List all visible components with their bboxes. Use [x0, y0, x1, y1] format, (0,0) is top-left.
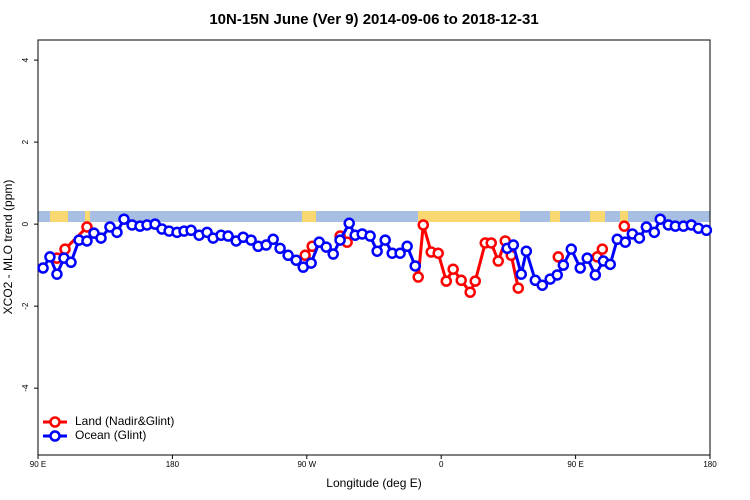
- point: [118, 213, 130, 225]
- point: [51, 268, 63, 280]
- y-axis-label: XCO2 - MLO trend (ppm): [1, 180, 15, 315]
- point: [409, 260, 421, 272]
- point: [432, 247, 444, 259]
- point: [589, 269, 602, 281]
- point: [552, 251, 565, 263]
- point: [581, 252, 593, 264]
- point: [440, 275, 453, 287]
- point: [334, 234, 346, 246]
- point: [619, 236, 632, 248]
- point: [412, 271, 424, 283]
- chart-title: 10N-15N June (Ver 9) 2014-09-06 to 2018-…: [209, 11, 538, 28]
- point: [507, 239, 520, 251]
- x-tick-label: 180: [166, 460, 180, 469]
- ocean-band: [38, 211, 710, 222]
- x-tick-label: 90 E: [30, 460, 46, 469]
- point: [447, 263, 459, 275]
- land-patch: [620, 211, 628, 222]
- y-tick-label: 4: [21, 57, 30, 62]
- point: [245, 234, 257, 246]
- land-patch: [85, 211, 90, 222]
- land-patch: [550, 211, 560, 222]
- point: [299, 249, 311, 262]
- point: [700, 224, 713, 237]
- point: [44, 251, 56, 263]
- plot-frame: [37, 39, 711, 456]
- point: [520, 245, 533, 257]
- point: [633, 232, 646, 244]
- point: [222, 230, 234, 242]
- point: [464, 286, 476, 298]
- point: [81, 221, 93, 233]
- y-tick-label: 2: [21, 139, 30, 144]
- point: [604, 258, 616, 271]
- land-patch: [50, 211, 68, 222]
- point: [371, 245, 383, 257]
- point: [379, 234, 391, 246]
- point: [492, 255, 504, 267]
- point: [536, 279, 549, 291]
- point: [274, 242, 286, 255]
- y-tick-label: -2: [21, 302, 30, 310]
- point: [574, 262, 586, 274]
- legend-label: Land (Nadir&Glint): [75, 414, 174, 428]
- point: [648, 226, 661, 239]
- point: [512, 282, 525, 294]
- x-tick-label: 0: [439, 460, 444, 469]
- point: [37, 262, 49, 274]
- land-patch: [590, 211, 605, 222]
- point: [557, 259, 570, 271]
- point: [111, 226, 123, 239]
- point: [417, 219, 430, 231]
- point: [282, 249, 294, 262]
- point: [305, 257, 317, 269]
- land-band: [38, 211, 710, 222]
- point: [185, 224, 197, 237]
- legend-label: Ocean (Glint): [75, 428, 146, 442]
- point: [394, 247, 406, 259]
- point: [596, 243, 609, 255]
- point: [343, 217, 355, 230]
- point: [565, 243, 578, 255]
- point: [267, 233, 279, 246]
- point: [551, 269, 563, 281]
- legend-marker: [49, 416, 61, 428]
- point: [654, 213, 667, 225]
- point: [364, 230, 376, 242]
- land-patch: [418, 211, 520, 222]
- x-tick-label: 90 W: [297, 460, 316, 469]
- point: [81, 235, 93, 247]
- x-axis-label: Longitude (deg E): [326, 476, 421, 490]
- y-tick-label: 0: [21, 221, 30, 226]
- point: [327, 248, 339, 260]
- point: [640, 221, 653, 233]
- point: [260, 239, 272, 251]
- point: [59, 243, 71, 255]
- point: [290, 254, 302, 266]
- point: [455, 274, 467, 287]
- x-tick-label: 90 E: [567, 460, 583, 469]
- point: [469, 275, 481, 287]
- x-tick-label: 180: [703, 460, 717, 469]
- y-tick-label: -4: [21, 384, 30, 392]
- point: [95, 232, 107, 244]
- point: [515, 268, 527, 280]
- point: [618, 220, 631, 232]
- point: [485, 237, 497, 249]
- point: [65, 256, 77, 269]
- legend-marker: [49, 430, 61, 442]
- point: [401, 240, 413, 253]
- land-patch: [302, 211, 316, 222]
- point: [320, 241, 332, 253]
